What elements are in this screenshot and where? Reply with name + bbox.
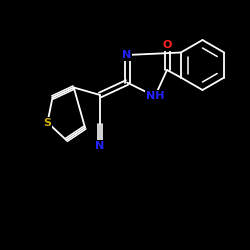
Text: O: O — [162, 40, 172, 50]
Text: S: S — [44, 118, 52, 128]
Text: N: N — [122, 50, 132, 60]
Text: N: N — [96, 141, 104, 151]
Text: NH: NH — [146, 91, 164, 101]
